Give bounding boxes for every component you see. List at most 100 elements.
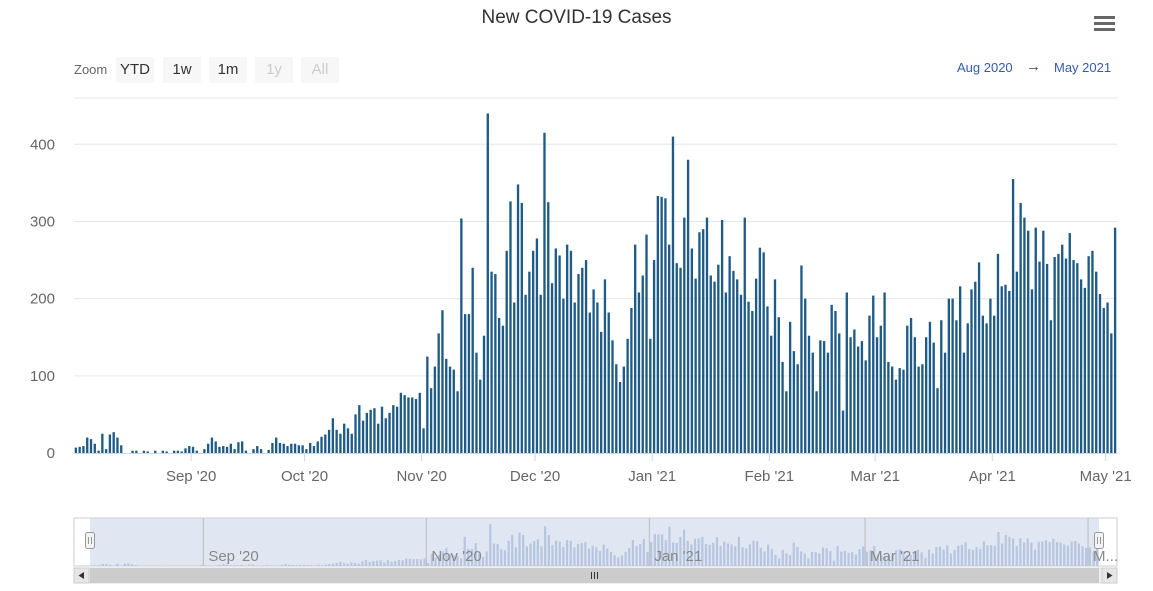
bar[interactable] (395, 406, 399, 453)
bar[interactable] (1068, 233, 1071, 453)
bar[interactable] (282, 443, 285, 453)
bar[interactable] (581, 267, 584, 453)
bar[interactable] (902, 369, 905, 453)
bar[interactable] (819, 340, 822, 453)
bar[interactable] (414, 398, 418, 453)
bar[interactable] (305, 449, 308, 453)
bar[interactable] (702, 229, 705, 453)
bar[interactable] (1004, 284, 1007, 453)
bar[interactable] (993, 315, 996, 453)
bar[interactable] (641, 275, 644, 454)
bar[interactable] (278, 442, 282, 453)
bar[interactable] (1087, 256, 1090, 453)
bar[interactable] (520, 202, 523, 453)
bar[interactable] (626, 338, 629, 453)
bar[interactable] (460, 218, 463, 453)
bar[interactable] (962, 352, 966, 453)
bar[interactable] (101, 433, 104, 453)
bar[interactable] (531, 250, 535, 453)
bar[interactable] (471, 267, 474, 453)
bar[interactable] (883, 292, 886, 453)
bar[interactable] (713, 281, 716, 453)
bar[interactable] (747, 301, 750, 453)
bar[interactable] (441, 310, 444, 453)
bar[interactable] (766, 306, 769, 453)
bar[interactable] (218, 446, 221, 453)
bar[interactable] (290, 443, 293, 453)
bar[interactable] (1098, 294, 1102, 453)
scrollbar[interactable] (73, 567, 1118, 584)
bar[interactable] (97, 450, 100, 453)
bar[interactable] (1042, 230, 1045, 453)
bar[interactable] (467, 314, 471, 453)
bar[interactable] (301, 445, 304, 453)
bar[interactable] (668, 244, 671, 453)
bar[interactable] (74, 447, 78, 453)
bar[interactable] (611, 340, 614, 453)
bar[interactable] (388, 412, 391, 453)
zoom-1y-button[interactable]: 1y (255, 57, 293, 83)
zoom-all-button[interactable]: All (301, 57, 339, 83)
bar[interactable] (879, 325, 882, 453)
bar[interactable] (959, 286, 962, 453)
bar[interactable] (494, 273, 497, 453)
bar[interactable] (872, 295, 875, 453)
bar[interactable] (811, 352, 814, 453)
navigator-selection[interactable] (90, 518, 1099, 566)
bar[interactable] (637, 292, 641, 453)
bar[interactable] (785, 391, 788, 453)
bar[interactable] (622, 366, 626, 453)
bar[interactable] (924, 337, 928, 453)
bar[interactable] (989, 298, 992, 453)
bar[interactable] (244, 450, 248, 453)
bar[interactable] (108, 434, 112, 453)
bar[interactable] (528, 271, 531, 453)
bar[interactable] (1030, 289, 1034, 453)
bar[interactable] (346, 428, 350, 453)
bar[interactable] (426, 356, 429, 453)
bar[interactable] (770, 335, 773, 453)
bar[interactable] (448, 366, 452, 453)
bar[interactable] (758, 247, 762, 453)
bar[interactable] (524, 294, 527, 453)
bar[interactable] (275, 437, 278, 453)
bar[interactable] (690, 248, 694, 453)
bar[interactable] (418, 392, 421, 453)
bar[interactable] (864, 360, 867, 453)
bar[interactable] (792, 351, 796, 453)
bar[interactable] (1053, 256, 1056, 453)
bar[interactable] (191, 446, 195, 453)
navigator[interactable]: Sep '20 Nov '20 Jan '21 Mar '21 M... (73, 517, 1118, 567)
range-to-date[interactable]: May 2021 (1054, 60, 1112, 75)
bar[interactable] (720, 219, 724, 453)
bar[interactable] (936, 388, 939, 453)
bar[interactable] (550, 283, 554, 453)
bar[interactable] (592, 289, 595, 453)
bar[interactable] (649, 338, 652, 453)
bar[interactable] (1008, 290, 1011, 453)
bar[interactable] (656, 196, 660, 453)
bar[interactable] (411, 397, 414, 453)
bar[interactable] (203, 449, 206, 453)
bar[interactable] (664, 198, 667, 453)
bar[interactable] (154, 450, 157, 453)
bar[interactable] (210, 437, 214, 453)
bar[interactable] (554, 248, 557, 453)
bar[interactable] (403, 395, 406, 453)
bar[interactable] (142, 450, 146, 453)
bar[interactable] (788, 321, 792, 453)
bar[interactable] (456, 391, 459, 453)
bar[interactable] (732, 270, 735, 453)
bar[interactable] (271, 442, 274, 453)
bar[interactable] (354, 414, 357, 453)
bar[interactable] (584, 260, 588, 453)
bar[interactable] (739, 294, 743, 453)
bar[interactable] (1049, 320, 1053, 453)
bar[interactable] (229, 443, 232, 453)
bar[interactable] (475, 352, 478, 453)
bar[interactable] (947, 298, 951, 453)
bar[interactable] (970, 289, 973, 453)
bar[interactable] (222, 446, 225, 453)
bar[interactable] (777, 317, 780, 453)
bar[interactable] (985, 323, 988, 453)
